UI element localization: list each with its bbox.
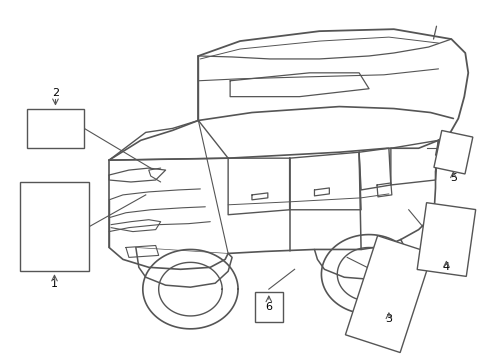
Text: 1: 1 xyxy=(51,279,58,289)
Text: 2: 2 xyxy=(52,88,59,98)
Polygon shape xyxy=(345,236,432,352)
Text: 6: 6 xyxy=(265,302,272,312)
Text: 4: 4 xyxy=(443,262,450,272)
Polygon shape xyxy=(434,130,473,174)
Bar xyxy=(20,182,89,271)
Text: 3: 3 xyxy=(385,314,392,324)
Bar xyxy=(255,292,283,322)
Bar xyxy=(26,109,84,148)
Polygon shape xyxy=(417,203,476,276)
Text: 5: 5 xyxy=(450,173,457,183)
